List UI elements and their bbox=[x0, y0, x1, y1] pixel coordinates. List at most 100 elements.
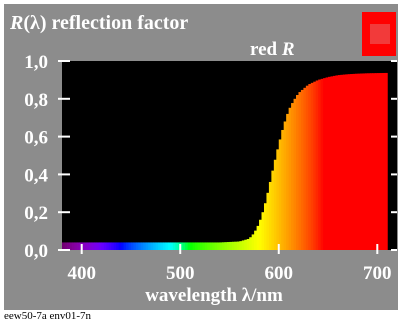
spectrum-bar bbox=[345, 74, 349, 250]
spectrum-bar bbox=[231, 241, 236, 250]
x-tick-label: 400 bbox=[67, 263, 96, 284]
spectrum-bar bbox=[352, 73, 356, 250]
spectrum-bar bbox=[116, 242, 120, 250]
spectrum-bar bbox=[84, 242, 88, 250]
spectrum-bar bbox=[143, 242, 147, 250]
spectrum-bar bbox=[133, 242, 137, 250]
spectrum-bar bbox=[153, 242, 157, 250]
spectrum-bar bbox=[350, 74, 354, 251]
spectrum-bar bbox=[298, 92, 302, 250]
spectrum-bar bbox=[71, 242, 75, 250]
spectrum-bar bbox=[106, 242, 110, 250]
spectrum-bar bbox=[199, 242, 203, 250]
spectrum-bar bbox=[308, 84, 312, 250]
spectrum-bar bbox=[377, 73, 381, 250]
footer-code: eew50-7a env01-7n bbox=[4, 310, 92, 322]
spectrum-bar bbox=[135, 242, 139, 250]
spectrum-bar bbox=[273, 159, 277, 250]
spectrum-bar bbox=[261, 212, 265, 250]
spectrum-bar bbox=[271, 170, 275, 250]
spectrum-bar bbox=[118, 242, 122, 250]
spectrum-bar bbox=[148, 242, 152, 250]
spectrum-bar bbox=[192, 242, 196, 250]
y-tick-label: 0,6 bbox=[24, 128, 48, 149]
spectrum-bar bbox=[204, 242, 208, 250]
y-tick-label: 0,0 bbox=[24, 241, 48, 262]
color-swatch-inner bbox=[370, 24, 390, 44]
spectrum-bar bbox=[325, 77, 329, 250]
spectrum-bar bbox=[259, 219, 263, 250]
spectrum-bar bbox=[323, 78, 327, 250]
y-tick-label: 1,0 bbox=[24, 52, 48, 73]
spectrum-bar bbox=[94, 242, 98, 250]
spectrum-bar bbox=[372, 73, 376, 250]
spectrum-bar bbox=[303, 87, 307, 250]
spectrum-bar bbox=[81, 242, 85, 250]
spectrum-bar bbox=[190, 242, 194, 250]
spectrum-bar bbox=[180, 242, 184, 250]
spectrum-bar bbox=[241, 240, 245, 250]
spectrum-bar bbox=[182, 242, 186, 250]
x-tick-label: 600 bbox=[265, 263, 294, 284]
spectrum-bar bbox=[212, 242, 216, 250]
spectrum-bar bbox=[160, 242, 164, 250]
spectrum-bar bbox=[357, 73, 361, 251]
spectrum-bar bbox=[251, 234, 255, 250]
spectrum-bar bbox=[101, 242, 105, 250]
spectrum-bar bbox=[286, 113, 290, 250]
spectrum-bar bbox=[283, 121, 287, 250]
spectrum-bar bbox=[305, 85, 309, 250]
spectrum-bar bbox=[335, 75, 339, 250]
series-label: red R bbox=[250, 39, 295, 60]
spectrum-bar bbox=[244, 239, 248, 250]
x-tick-label: 500 bbox=[166, 263, 195, 284]
spectrum-bar bbox=[355, 73, 359, 250]
spectrum-bar bbox=[126, 242, 130, 250]
spectrum-bar bbox=[219, 242, 223, 250]
spectrum-bar bbox=[187, 242, 191, 250]
chart-title: R(λ) reflection factor bbox=[9, 12, 188, 34]
spectrum-bar bbox=[379, 73, 383, 250]
spectrum-bar bbox=[207, 242, 211, 250]
spectrum-bar bbox=[342, 74, 346, 250]
x-axis-label: wavelength λ/nm bbox=[145, 285, 283, 306]
spectrum-bar bbox=[195, 242, 199, 250]
spectrum-bar bbox=[310, 82, 314, 250]
spectrum-bar bbox=[315, 80, 319, 251]
spectrum-bar bbox=[328, 76, 332, 250]
y-tick-label: 0,8 bbox=[24, 90, 48, 111]
spectrum-bar bbox=[347, 74, 351, 250]
spectrum-bar bbox=[76, 242, 80, 250]
spectrum-bar bbox=[229, 241, 233, 250]
spectrum-bar bbox=[214, 242, 218, 250]
spectrum-bar bbox=[256, 225, 260, 250]
spectrum-bar bbox=[222, 242, 226, 250]
spectrum-bar bbox=[384, 72, 388, 251]
spectrum-bar bbox=[64, 242, 68, 250]
spectrum-bar bbox=[227, 242, 231, 250]
chart-panel: R(λ) reflection factor red R 0,0 0,2 0,4 0,… bbox=[4, 4, 398, 310]
spectrum-bar bbox=[91, 242, 95, 250]
spectrum-bar bbox=[121, 242, 125, 250]
spectrum-bar bbox=[224, 242, 228, 250]
spectrum-bar bbox=[369, 73, 373, 251]
spectrum-bar bbox=[374, 73, 378, 251]
spectrum-bar bbox=[130, 242, 135, 250]
spectrum-bar bbox=[111, 242, 115, 250]
spectrum-bar bbox=[86, 242, 90, 250]
spectrum-bar bbox=[155, 242, 159, 250]
spectrum-bar bbox=[300, 89, 304, 250]
reflection-chart: R(λ) reflection factor red R 0,00,20,40,… bbox=[9, 12, 397, 306]
spectrum-bar bbox=[197, 242, 201, 250]
spectrum-bar bbox=[296, 95, 300, 251]
spectrum-bar bbox=[249, 237, 253, 250]
x-axis: 400 500 600 700 bbox=[67, 244, 392, 284]
spectrum-bar bbox=[276, 149, 280, 250]
spectrum-bar bbox=[291, 103, 295, 250]
spectrum-bar bbox=[382, 72, 386, 250]
spectrum-bar bbox=[202, 242, 206, 250]
spectrum-bar bbox=[320, 78, 324, 250]
spectrum-bar bbox=[108, 242, 112, 250]
spectrum-bar bbox=[239, 241, 243, 250]
spectrum-bar bbox=[113, 242, 117, 250]
